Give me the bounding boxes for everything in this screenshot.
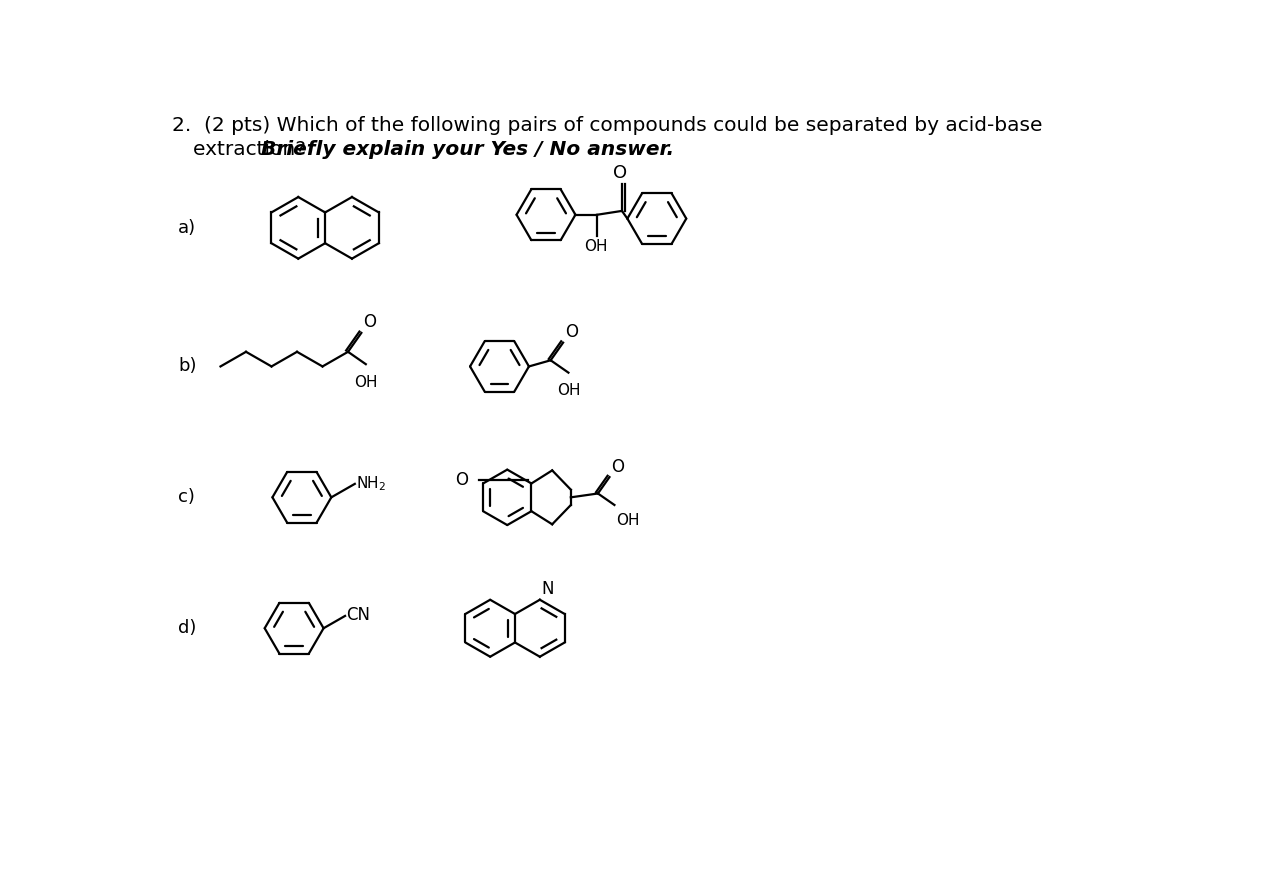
Text: OH: OH xyxy=(583,240,607,255)
Text: OH: OH xyxy=(354,375,378,390)
Text: O: O xyxy=(614,164,628,181)
Text: O: O xyxy=(564,324,578,341)
Text: a): a) xyxy=(178,219,197,237)
Text: Briefly explain your Yes / No answer.: Briefly explain your Yes / No answer. xyxy=(261,140,673,159)
Text: extraction?: extraction? xyxy=(193,140,312,159)
Text: O: O xyxy=(363,313,375,331)
Text: c): c) xyxy=(178,488,195,507)
Text: NH$_2$: NH$_2$ xyxy=(356,474,387,494)
Text: OH: OH xyxy=(616,513,639,528)
Text: 2.  (2 pts) Which of the following pairs of compounds could be separated by acid: 2. (2 pts) Which of the following pairs … xyxy=(172,116,1044,135)
Text: d): d) xyxy=(178,619,197,637)
Text: O: O xyxy=(455,471,468,488)
Text: O: O xyxy=(611,458,624,475)
Text: CN: CN xyxy=(346,606,370,624)
Text: N: N xyxy=(541,580,554,598)
Text: OH: OH xyxy=(557,384,581,399)
Text: b): b) xyxy=(178,358,197,376)
